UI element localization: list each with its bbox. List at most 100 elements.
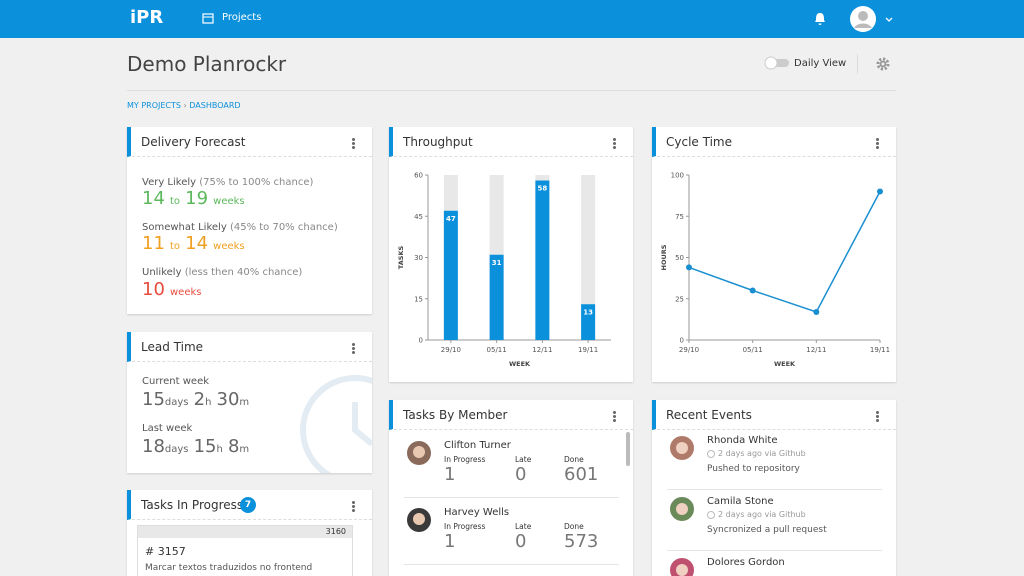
count: 573 (564, 531, 599, 552)
value-label: 58 (538, 185, 548, 193)
divider (127, 90, 896, 91)
avatar (407, 508, 431, 532)
clock-icon (707, 511, 715, 519)
delivery-forecast-card: Delivery Forecast Very Likely (75% to 10… (127, 127, 372, 314)
y-axis-label: TASKS (397, 246, 405, 270)
minutes: 8 (227, 436, 240, 457)
unit: days (164, 397, 189, 408)
event-name: Rhonda White (707, 435, 778, 446)
y-tick-label: 30 (414, 254, 423, 262)
task-card-header (138, 526, 352, 538)
forecast-label: Very Likely (75% to 100% chance) (142, 177, 313, 188)
bell-icon[interactable] (812, 11, 828, 27)
menu[interactable] (352, 138, 355, 141)
menu[interactable] (613, 411, 616, 414)
period-value: 18days 15h 8m (142, 436, 249, 457)
y-tick-label: 0 (680, 337, 684, 345)
card-title: Tasks In Progress (127, 490, 372, 520)
from: 10 (142, 279, 165, 300)
value-label: 13 (583, 308, 593, 316)
avatar-face (413, 446, 425, 458)
row-divider (404, 497, 619, 498)
avatar (407, 441, 431, 465)
card-title: Delivery Forecast (127, 127, 372, 157)
unit: h (205, 397, 212, 408)
card-title: Cycle Time (652, 127, 896, 157)
count-badge: 7 (240, 497, 256, 513)
user-menu[interactable] (849, 5, 897, 33)
menu[interactable] (352, 501, 355, 504)
card-title: Tasks By Member (389, 400, 633, 430)
to: 19 (185, 188, 209, 209)
unit: weeks (213, 241, 245, 252)
event-name: Camila Stone (707, 496, 774, 507)
bar (489, 254, 504, 340)
y-tick-label: 50 (675, 254, 684, 262)
breadcrumb-current[interactable]: DASHBOARD (189, 101, 241, 110)
x-tick-label: 12/11 (532, 346, 552, 354)
days: 15 (142, 389, 165, 410)
card-title: Throughput (389, 127, 633, 157)
to-word: to (170, 196, 181, 207)
nav-projects[interactable]: Projects (222, 12, 262, 23)
settings-icon[interactable] (876, 57, 890, 71)
menu[interactable] (876, 411, 879, 414)
value-label: 31 (492, 259, 502, 267)
line (688, 191, 881, 313)
unit: m (239, 444, 250, 455)
count: 1 (444, 464, 456, 485)
page-title: Demo Planrockr (127, 52, 287, 76)
y-tick-label: 45 (414, 213, 423, 221)
column-label: Late (515, 455, 532, 464)
event-source: Github (778, 449, 806, 458)
row-divider (667, 550, 882, 551)
toggle[interactable] (763, 56, 791, 70)
forecast-value: 14 to 19 weeks (142, 188, 245, 209)
breadcrumb-link[interactable]: MY PROJECTS (127, 101, 181, 110)
forecast-label: Unlikely (less then 40% chance) (142, 267, 302, 278)
scrollbar[interactable] (626, 432, 630, 466)
logo[interactable]: iPR (130, 7, 164, 28)
column-label: Done (564, 455, 584, 464)
to: 14 (185, 233, 209, 254)
x-tick-label: 29/10 (679, 346, 699, 354)
event-time: 2 days ago via (718, 510, 777, 519)
avatar (670, 558, 694, 576)
event-source: Github (778, 510, 806, 519)
x-tick-label: 12/11 (806, 346, 826, 354)
avatar-face (413, 513, 425, 525)
bar-track (581, 175, 596, 340)
y-tick-label: 60 (414, 172, 423, 180)
unit: h (216, 444, 223, 455)
note: (less then 40% chance) (184, 267, 303, 278)
clock-icon (707, 450, 715, 458)
point (813, 308, 820, 315)
line-chart: 0 25 50 75 100 29/10 05/11 12/11 19/11 WEEK HOURS (660, 172, 890, 369)
menu[interactable] (876, 138, 879, 141)
note: (45% to 70% chance) (229, 222, 338, 233)
y-tick-label: 100 (671, 172, 684, 180)
unit: weeks (213, 196, 245, 207)
event-action: Syncronized a pull request (707, 525, 827, 535)
card-title: Recent Events (652, 400, 896, 430)
clock-icon (300, 375, 372, 473)
breadcrumb: MY PROJECTS › DASHBOARD (127, 101, 241, 110)
avatar (670, 497, 694, 521)
task-card[interactable]: 3160 # 3157 Marcar textos traduzidos no … (137, 525, 353, 576)
menu[interactable] (613, 138, 616, 141)
label: Very Likely (142, 177, 197, 188)
bar (535, 180, 550, 340)
point (686, 264, 692, 271)
avatar (670, 436, 694, 460)
menu[interactable] (352, 343, 355, 346)
y-tick-label: 0 (419, 337, 423, 345)
unit: days (164, 444, 189, 455)
column-label: Done (564, 522, 584, 531)
unit: m (239, 397, 250, 408)
task-id: # 3157 (145, 545, 186, 558)
cycle-time-card: Cycle Time 0 25 50 75 100 29/10 05/11 12/11 19/1… (652, 127, 896, 382)
column-label: Late (515, 522, 532, 531)
member-name: Clifton Turner (444, 440, 511, 451)
task-ref: 3160 (325, 527, 346, 536)
